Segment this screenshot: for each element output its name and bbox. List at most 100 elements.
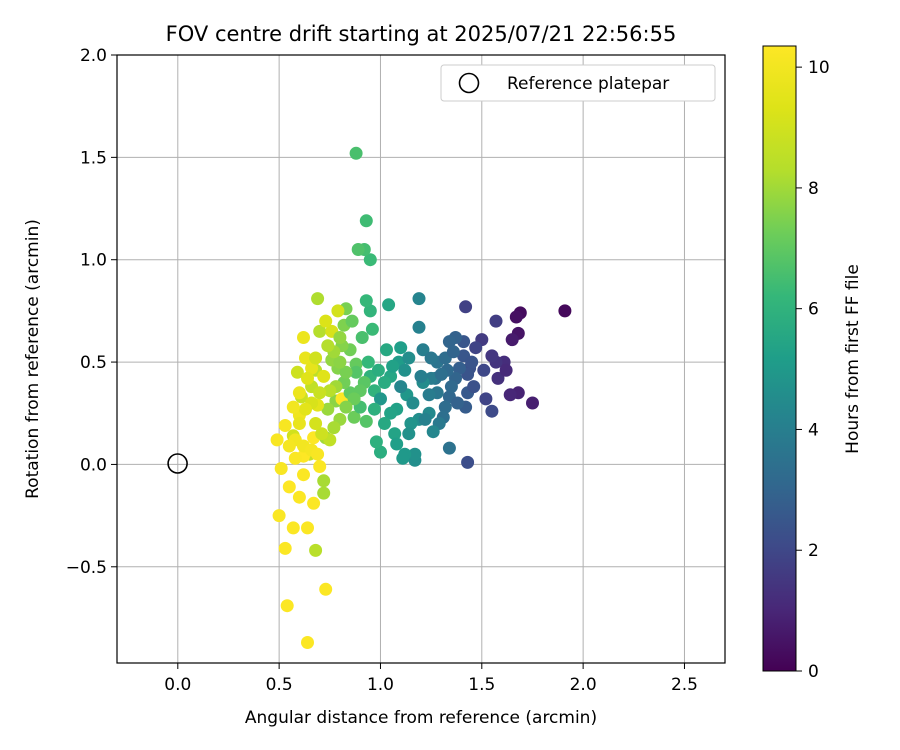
data-point [347, 410, 361, 424]
data-point [292, 386, 306, 400]
data-point [292, 417, 306, 430]
data-point [297, 468, 310, 482]
x-axis-ticks: 0.0 0.5 1.0 1.5 2.0 2.5 [164, 663, 698, 695]
data-point [270, 433, 284, 447]
data-point [499, 363, 513, 377]
y-tick-label: 1.5 [80, 148, 107, 168]
data-point [509, 310, 523, 324]
data-point [315, 427, 329, 441]
data-point [505, 333, 519, 347]
data-point [280, 599, 294, 613]
data-point [286, 521, 300, 535]
colorbar-ticks: 0 2 4 6 8 10 [796, 58, 830, 682]
data-point [359, 214, 373, 228]
data-point [301, 521, 314, 535]
data-point [398, 363, 412, 377]
data-point [274, 462, 288, 475]
chart-title: FOV centre drift starting at 2025/07/21 … [166, 22, 677, 46]
data-point [323, 384, 337, 398]
data-point [477, 363, 491, 377]
data-point [333, 355, 347, 369]
data-point [384, 406, 398, 420]
data-point [526, 396, 539, 410]
data-point [414, 369, 428, 383]
data-point [558, 304, 572, 318]
data-point [333, 331, 347, 344]
data-point [347, 392, 361, 406]
data-point [378, 417, 391, 430]
data-point [365, 322, 379, 336]
data-point [416, 343, 430, 357]
data-point [349, 365, 363, 379]
data-point [301, 636, 314, 649]
colorbar: 0 2 4 6 8 10 Hours from first FF file [762, 45, 863, 682]
data-point [479, 392, 493, 406]
data-point [412, 320, 426, 334]
x-tick-label: 1.5 [468, 675, 495, 695]
colorbar-label: Hours from first FF file [843, 264, 863, 454]
data-point [369, 435, 383, 449]
x-tick-label: 1.0 [367, 675, 394, 695]
y-tick-label: 1.0 [80, 251, 107, 271]
data-point [317, 474, 331, 488]
data-point [290, 365, 304, 379]
colorbar-tick-label: 8 [808, 179, 819, 199]
y-axis-ticks: −0.5 0.0 0.5 1.0 1.5 2.0 [66, 46, 117, 578]
data-point [339, 400, 353, 414]
data-point [311, 447, 325, 461]
data-point [396, 451, 410, 465]
data-point [467, 380, 481, 394]
data-point [319, 582, 333, 596]
legend-box [440, 64, 716, 102]
x-axis-label: Angular distance from reference (arcmin) [245, 708, 597, 728]
data-point [317, 369, 331, 383]
data-point [361, 355, 375, 369]
data-point [363, 304, 377, 318]
data-point [313, 386, 327, 400]
data-point [317, 486, 331, 500]
data-point [282, 480, 296, 494]
data-point [311, 292, 325, 306]
data-point [355, 331, 369, 344]
y-tick-label: 2.0 [80, 46, 107, 66]
x-tick-label: 0.0 [164, 675, 191, 695]
colorbar-gradient [762, 45, 797, 672]
data-point [394, 380, 408, 394]
data-point [363, 253, 377, 267]
data-point [282, 439, 296, 453]
data-point [446, 345, 460, 359]
data-point [319, 314, 333, 328]
data-point [453, 361, 466, 375]
data-point [299, 351, 312, 365]
data-point [422, 388, 436, 402]
x-tick-label: 2.5 [671, 675, 698, 695]
scatter-points [270, 146, 572, 649]
data-point [371, 363, 385, 377]
data-point [278, 541, 292, 555]
data-point [327, 421, 341, 435]
data-point [412, 292, 426, 306]
data-point [378, 376, 391, 389]
colorbar-tick-label: 4 [808, 420, 819, 440]
colorbar-tick-label: 6 [808, 300, 819, 320]
data-point [299, 402, 312, 416]
data-point [402, 427, 416, 441]
data-point [438, 400, 452, 414]
data-point [359, 414, 373, 428]
data-point [351, 243, 365, 256]
data-point [459, 300, 473, 314]
data-point [309, 351, 323, 365]
data-point [321, 402, 335, 416]
data-point [451, 396, 464, 410]
reference-platepar-marker [167, 453, 188, 474]
data-point [307, 496, 321, 510]
data-point [503, 388, 517, 402]
grid-lines [117, 54, 725, 663]
data-point [442, 441, 456, 455]
data-point [359, 294, 373, 308]
y-tick-label: −0.5 [66, 558, 107, 578]
data-point [288, 451, 302, 465]
data-point [434, 367, 448, 381]
data-point [286, 400, 300, 414]
